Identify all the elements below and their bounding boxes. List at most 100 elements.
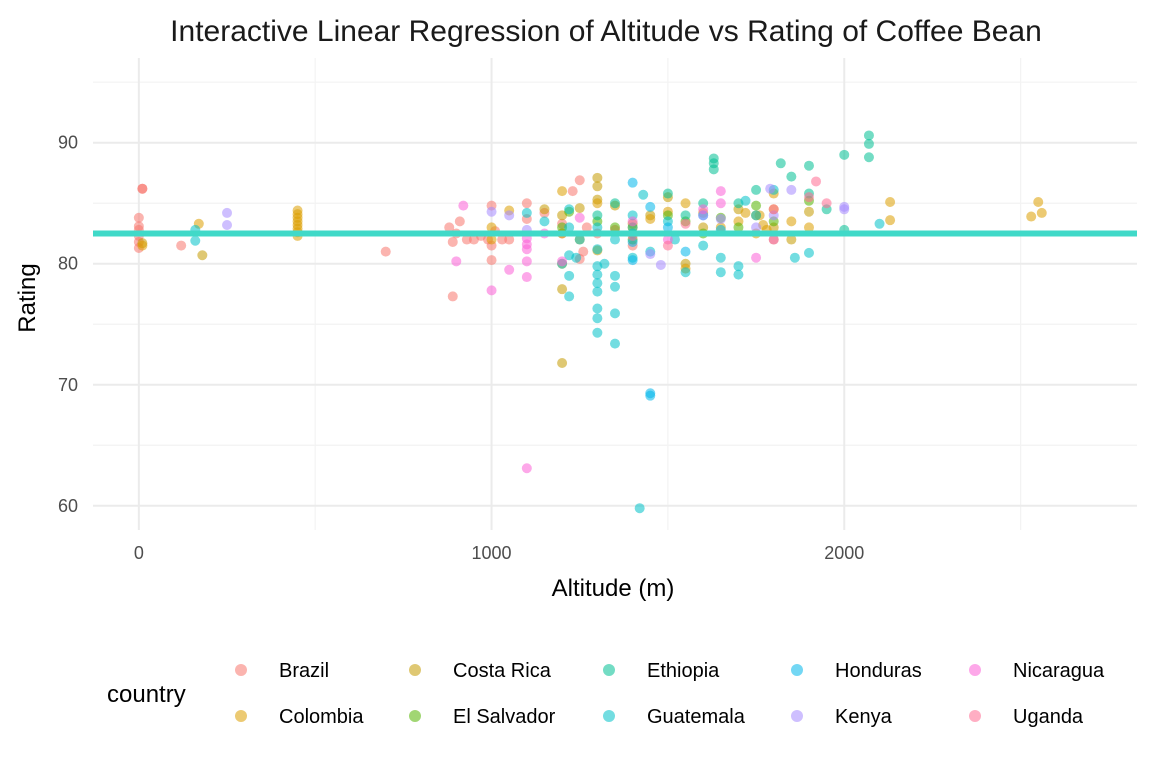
data-point[interactable] bbox=[592, 244, 603, 255]
data-point[interactable] bbox=[1033, 197, 1044, 208]
data-point[interactable] bbox=[610, 198, 620, 209]
data-point[interactable] bbox=[803, 206, 814, 217]
data-point[interactable] bbox=[504, 234, 515, 245]
data-point[interactable] bbox=[662, 240, 673, 251]
data-point[interactable] bbox=[715, 198, 726, 209]
data-point[interactable] bbox=[592, 286, 603, 297]
data-point[interactable] bbox=[715, 267, 726, 278]
data-point[interactable] bbox=[610, 338, 620, 349]
data-point[interactable] bbox=[592, 313, 603, 324]
data-point[interactable] bbox=[863, 130, 874, 141]
data-point[interactable] bbox=[454, 216, 465, 227]
data-point[interactable] bbox=[874, 218, 885, 229]
data-point[interactable] bbox=[733, 269, 744, 280]
data-point[interactable] bbox=[521, 207, 532, 218]
data-point[interactable] bbox=[811, 176, 822, 187]
data-point[interactable] bbox=[768, 204, 779, 215]
data-point[interactable] bbox=[715, 252, 726, 263]
data-point[interactable] bbox=[521, 272, 532, 283]
data-point[interactable] bbox=[638, 189, 649, 200]
data-point[interactable] bbox=[592, 303, 603, 314]
data-point[interactable] bbox=[645, 390, 656, 401]
data-point[interactable] bbox=[539, 216, 550, 227]
data-point[interactable] bbox=[571, 252, 582, 263]
data-point[interactable] bbox=[521, 256, 532, 267]
data-point[interactable] bbox=[610, 234, 620, 245]
data-point[interactable] bbox=[1026, 211, 1037, 222]
data-point[interactable] bbox=[698, 204, 709, 215]
data-point[interactable] bbox=[768, 234, 779, 245]
data-point[interactable] bbox=[592, 327, 603, 338]
data-point[interactable] bbox=[521, 463, 532, 474]
data-point[interactable] bbox=[592, 181, 603, 192]
data-point[interactable] bbox=[592, 278, 603, 289]
data-point[interactable] bbox=[751, 200, 762, 211]
data-point[interactable] bbox=[751, 210, 762, 221]
data-point[interactable] bbox=[803, 247, 814, 258]
data-point[interactable] bbox=[486, 234, 497, 245]
data-point[interactable] bbox=[574, 212, 585, 223]
data-point[interactable] bbox=[863, 138, 874, 149]
data-point[interactable] bbox=[680, 246, 691, 257]
data-point[interactable] bbox=[708, 164, 719, 175]
data-point[interactable] bbox=[751, 222, 762, 233]
data-point[interactable] bbox=[627, 255, 638, 266]
data-point[interactable] bbox=[581, 222, 592, 233]
data-point[interactable] bbox=[740, 195, 751, 206]
data-point[interactable] bbox=[574, 175, 585, 186]
data-point[interactable] bbox=[634, 503, 645, 514]
data-point[interactable] bbox=[698, 240, 709, 251]
data-point[interactable] bbox=[786, 184, 797, 195]
data-point[interactable] bbox=[662, 188, 673, 199]
data-point[interactable] bbox=[592, 210, 603, 221]
data-point[interactable] bbox=[680, 267, 691, 278]
data-point[interactable] bbox=[380, 246, 391, 257]
data-point[interactable] bbox=[1036, 207, 1047, 218]
data-point[interactable] bbox=[574, 203, 585, 214]
data-point[interactable] bbox=[655, 259, 666, 270]
data-point[interactable] bbox=[592, 172, 603, 183]
data-point[interactable] bbox=[599, 258, 610, 269]
data-point[interactable] bbox=[567, 186, 578, 197]
data-point[interactable] bbox=[839, 149, 850, 160]
data-point[interactable] bbox=[740, 207, 751, 218]
data-point[interactable] bbox=[662, 222, 673, 233]
data-point[interactable] bbox=[486, 285, 497, 296]
data-point[interactable] bbox=[222, 220, 233, 231]
data-point[interactable] bbox=[645, 213, 656, 224]
data-point[interactable] bbox=[803, 192, 814, 203]
data-point[interactable] bbox=[557, 256, 568, 267]
data-point[interactable] bbox=[447, 291, 458, 302]
data-point[interactable] bbox=[592, 222, 603, 233]
data-point[interactable] bbox=[292, 205, 303, 216]
data-point[interactable] bbox=[222, 207, 233, 218]
data-point[interactable] bbox=[627, 216, 638, 227]
data-point[interactable] bbox=[557, 284, 568, 295]
data-point[interactable] bbox=[627, 177, 638, 188]
data-point[interactable] bbox=[504, 264, 515, 275]
data-point[interactable] bbox=[610, 222, 620, 233]
data-point[interactable] bbox=[486, 255, 497, 266]
data-point[interactable] bbox=[839, 201, 850, 212]
data-point[interactable] bbox=[564, 204, 575, 215]
data-point[interactable] bbox=[733, 261, 744, 272]
data-point[interactable] bbox=[190, 235, 201, 246]
data-point[interactable] bbox=[592, 198, 603, 209]
data-point[interactable] bbox=[486, 206, 497, 217]
data-point[interactable] bbox=[775, 158, 786, 169]
data-point[interactable] bbox=[539, 204, 550, 215]
data-point[interactable] bbox=[751, 252, 762, 263]
data-point[interactable] bbox=[557, 357, 568, 368]
data-point[interactable] bbox=[610, 308, 620, 319]
data-point[interactable] bbox=[751, 184, 762, 195]
data-point[interactable] bbox=[137, 240, 148, 251]
data-point[interactable] bbox=[715, 186, 726, 197]
data-point[interactable] bbox=[461, 234, 472, 245]
data-point[interactable] bbox=[645, 249, 656, 260]
data-point[interactable] bbox=[564, 291, 575, 302]
data-point[interactable] bbox=[451, 256, 462, 267]
data-point[interactable] bbox=[610, 281, 620, 292]
data-point[interactable] bbox=[564, 222, 575, 233]
data-point[interactable] bbox=[486, 222, 497, 233]
data-point[interactable] bbox=[578, 246, 589, 257]
